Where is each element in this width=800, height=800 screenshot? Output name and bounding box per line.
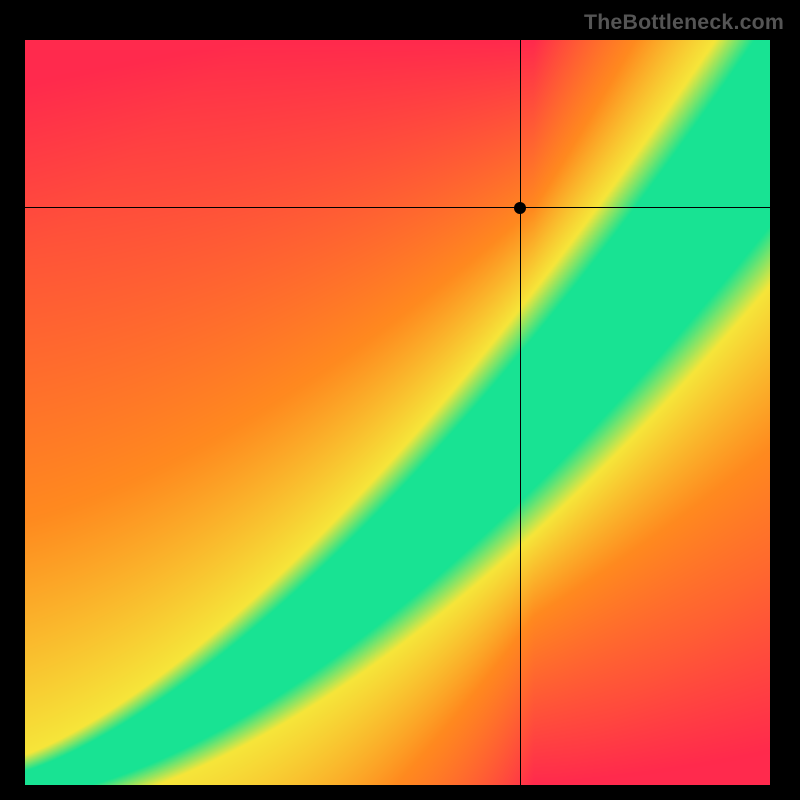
crosshair-horizontal xyxy=(25,207,770,209)
crosshair-vertical xyxy=(520,40,522,785)
bottleneck-heatmap xyxy=(25,40,770,785)
watermark-text: TheBottleneck.com xyxy=(584,10,784,35)
crosshair-marker xyxy=(514,202,526,214)
chart-stage: TheBottleneck.com xyxy=(0,0,800,800)
